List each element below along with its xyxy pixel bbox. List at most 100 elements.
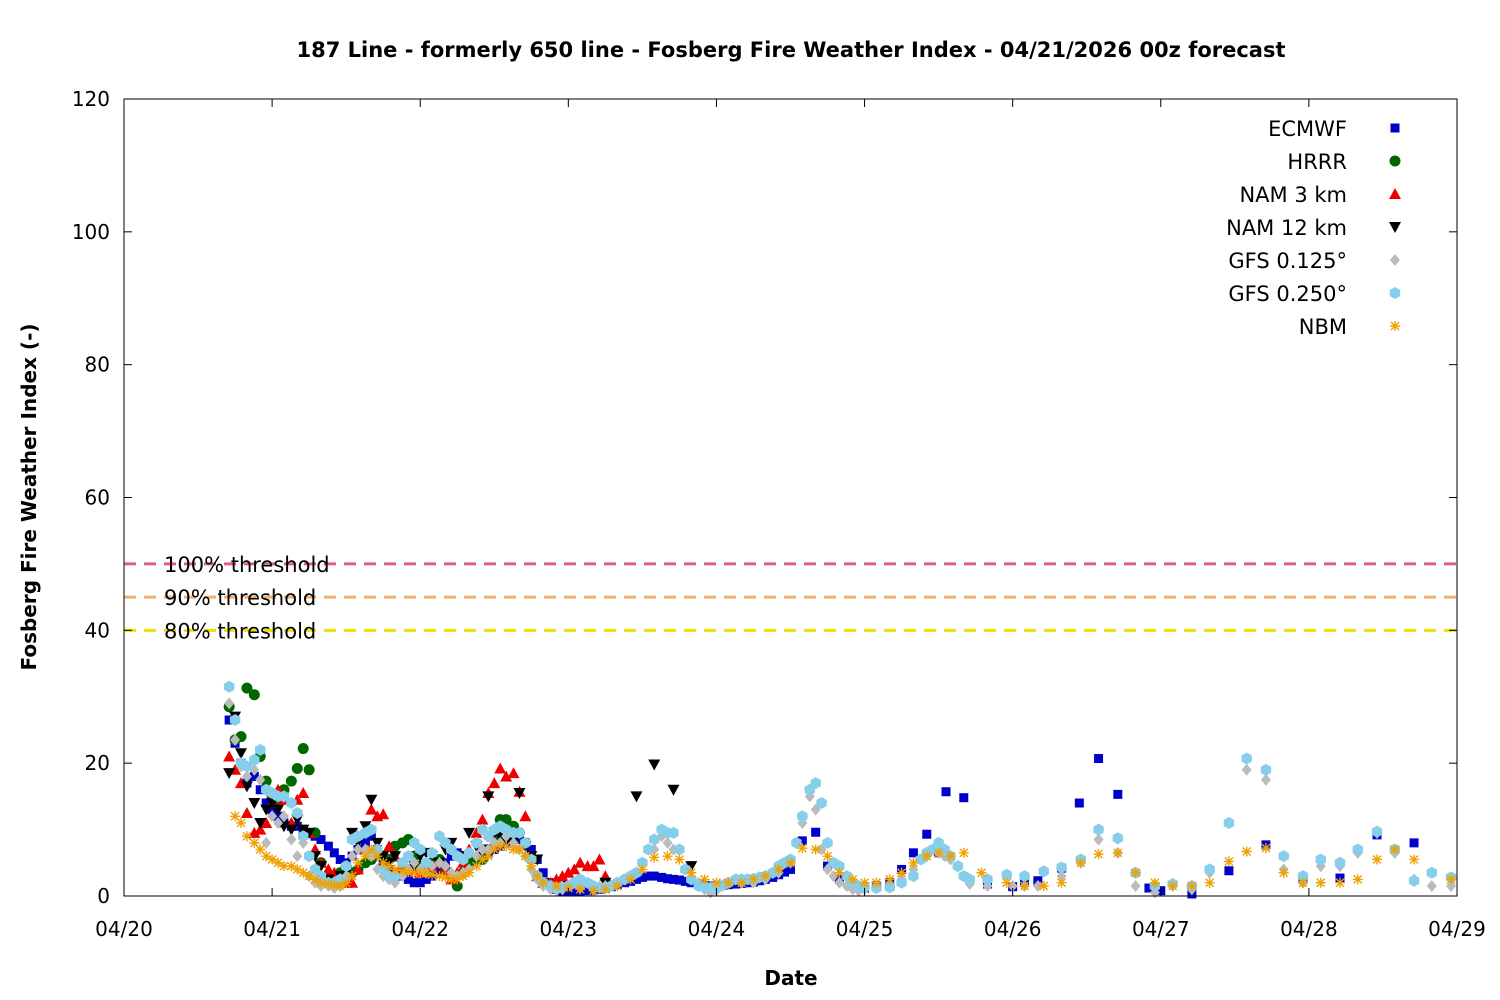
data-point [241,682,253,694]
data-point [562,866,575,878]
data-point [248,826,261,838]
data-point [366,823,377,836]
data-point [292,806,303,819]
x-tick-label: 04/25 [836,917,894,941]
data-point [711,877,722,888]
data-point [958,847,969,858]
data-point [834,860,845,873]
legend-label: HRRR [1287,150,1347,174]
data-point [463,827,476,839]
data-point [1223,856,1234,867]
data-point [1056,861,1067,874]
data-point [1113,789,1123,799]
threshold-label: 90% threshold [164,586,316,610]
data-point [680,876,690,886]
data-point [1019,881,1030,892]
data-point [223,768,236,780]
legend-marker [1390,321,1400,331]
data-point [421,874,431,884]
data-point [403,850,414,863]
data-point [427,869,438,880]
data-point [1426,866,1438,879]
y-axis: 0 20 40 60 80 100 120 [72,87,1457,908]
y-tick-label: 80 [85,353,110,377]
data-point [583,886,593,896]
x-tick-label: 04/26 [984,917,1042,941]
x-tick-label: 04/23 [540,917,598,941]
data-point [254,823,267,835]
data-point [1019,870,1030,883]
data-point [482,791,495,803]
data-point [508,844,519,855]
threshold-label: 80% threshold [164,619,316,643]
data-point [600,884,611,895]
data-point [674,875,684,885]
data-point [260,816,273,828]
data-point [896,867,907,878]
chart-title: 187 Line - formerly 650 line - Fosberg F… [296,38,1285,62]
data-point [409,867,420,878]
x-tick-label: 04/29 [1428,917,1486,941]
threshold-label: 100% threshold [164,553,330,577]
data-point [372,851,383,862]
data-point [273,811,283,821]
data-point [249,753,260,766]
data-point [303,850,315,863]
data-point [266,798,279,810]
legend-label: NAM 3 km [1239,183,1347,207]
data-point [945,851,956,862]
data-point [1167,881,1178,892]
data-point [291,762,303,774]
data-point [341,877,352,888]
data-point [847,874,858,885]
data-point [440,872,451,883]
data-point [538,868,548,878]
data-point [1260,843,1271,854]
data-point [255,844,266,855]
data-point [556,870,569,882]
data-point [403,867,414,878]
data-point [286,797,297,810]
data-point [884,874,895,885]
data-point [224,697,235,710]
data-point [686,873,697,886]
legend-label: NBM [1299,315,1347,339]
data-point [526,861,537,872]
data-point [748,874,759,885]
data-point [440,860,451,873]
data-point [353,843,364,856]
data-point [346,827,359,839]
x-tick-label: 04/27 [1132,917,1190,941]
data-point [514,826,525,839]
data-point [1223,816,1235,829]
data-point [297,787,310,799]
data-point [463,846,475,859]
data-point [236,817,247,828]
data-point [593,853,606,865]
data-point [420,856,432,869]
data-point [1130,880,1141,893]
data-point [637,856,648,869]
data-point [240,781,253,793]
data-point [315,877,326,888]
data-point [649,833,660,846]
data-point [464,867,475,878]
data-point [292,850,303,863]
data-point [631,874,641,884]
data-point [1224,866,1234,876]
data-point [255,743,266,756]
data-point [495,841,506,852]
data-point [316,835,326,845]
data-point [1260,763,1272,776]
data-point [667,784,680,796]
data-point [230,811,241,822]
data-point [272,804,285,816]
data-point [366,844,377,855]
data-point [643,843,654,856]
data-point [1204,863,1215,876]
data-point [434,864,444,874]
y-tick-label: 120 [72,87,110,111]
data-point [267,810,278,823]
data-point [285,775,297,787]
